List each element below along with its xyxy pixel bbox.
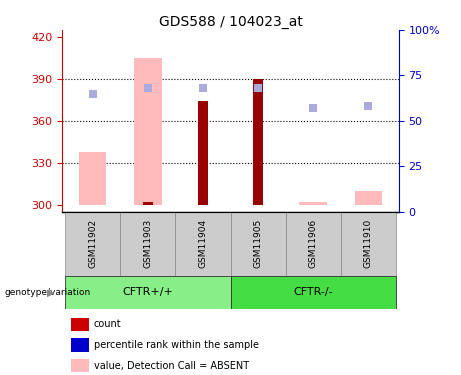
Bar — [230, 276, 396, 309]
Bar — [65, 212, 120, 276]
Title: GDS588 / 104023_at: GDS588 / 104023_at — [159, 15, 302, 29]
Point — [310, 105, 317, 111]
Bar — [175, 212, 230, 276]
Bar — [253, 79, 263, 205]
Text: GSM11910: GSM11910 — [364, 219, 373, 268]
Text: GSM11902: GSM11902 — [88, 219, 97, 268]
Bar — [143, 202, 153, 205]
Text: GSM11905: GSM11905 — [254, 219, 263, 268]
Text: percentile rank within the sample: percentile rank within the sample — [94, 340, 259, 350]
Text: GSM11903: GSM11903 — [143, 219, 152, 268]
Bar — [198, 101, 208, 205]
Bar — [341, 212, 396, 276]
Text: CFTR+/+: CFTR+/+ — [122, 288, 173, 297]
Point — [89, 91, 96, 97]
Text: value, Detection Call = ABSENT: value, Detection Call = ABSENT — [94, 361, 248, 370]
Text: GSM11904: GSM11904 — [198, 219, 207, 268]
Bar — [65, 276, 230, 309]
Bar — [230, 212, 286, 276]
Point — [199, 85, 207, 91]
Text: genotype/variation: genotype/variation — [5, 288, 91, 297]
Bar — [286, 212, 341, 276]
Text: GSM11906: GSM11906 — [309, 219, 318, 268]
Bar — [120, 212, 175, 276]
Text: count: count — [94, 320, 121, 329]
Text: CFTR-/-: CFTR-/- — [294, 288, 333, 297]
Point — [365, 104, 372, 110]
Bar — [300, 202, 327, 205]
Point — [254, 85, 262, 91]
Bar — [355, 191, 382, 205]
Point — [144, 85, 151, 91]
Bar — [134, 58, 161, 205]
Bar — [79, 152, 106, 205]
Text: ▶: ▶ — [47, 288, 54, 297]
